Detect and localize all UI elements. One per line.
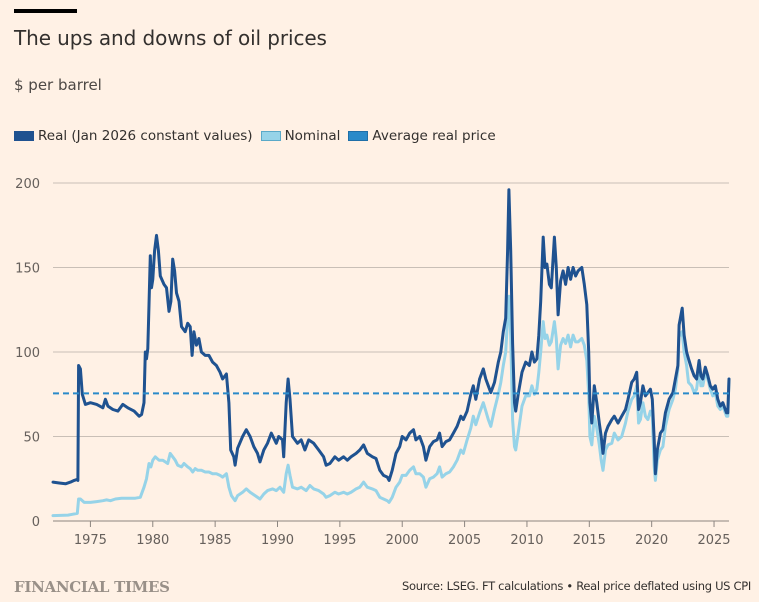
x-tick-label: 2025 [697, 533, 730, 548]
legend-item-average: Average real price [348, 128, 496, 144]
chart-subtitle: $ per barrel [14, 76, 102, 94]
ft-logo: FINANCIAL TIMES [14, 578, 170, 596]
y-tick-label: 0 [32, 515, 40, 530]
legend-item-nominal: Nominal [260, 128, 341, 144]
real-price-line [51, 188, 731, 486]
x-tick-label: 1995 [323, 533, 356, 548]
y-tick-label: 150 [15, 262, 40, 277]
x-tick-label: 1985 [199, 533, 232, 548]
y-tick-label: 100 [15, 346, 40, 361]
y-tick-label: 50 [23, 431, 40, 446]
legend-label-nominal: Nominal [284, 128, 341, 144]
x-tick-label: 2020 [635, 533, 668, 548]
chart-legend: Real (Jan 2026 constant values) Nominal … [14, 128, 504, 144]
brand-rule [14, 9, 77, 13]
x-tick-label: 1980 [136, 533, 169, 548]
legend-label-real: Real (Jan 2026 constant values) [38, 128, 253, 144]
chart-title: The ups and downs of oil prices [14, 26, 327, 50]
legend-item-real: Real (Jan 2026 constant values) [14, 128, 253, 144]
legend-swatch-real [14, 131, 34, 141]
legend-swatch-nominal [260, 131, 281, 141]
source-note: Source: LSEG. FT calculations • Real pri… [401, 579, 751, 593]
legend-swatch-average [348, 131, 369, 141]
x-tick-label: 2005 [448, 533, 481, 548]
x-axis: 1975 1980 1985 1990 1995 2000 2005 2010 2015 2020… [74, 521, 731, 548]
y-tick-label: 200 [15, 177, 40, 192]
nominal-price-line [51, 294, 731, 518]
legend-label-average: Average real price [372, 128, 496, 144]
x-tick-label: 2015 [573, 533, 606, 548]
x-tick-label: 2010 [510, 533, 543, 548]
x-tick-label: 1990 [261, 533, 294, 548]
series-lines [51, 188, 731, 518]
x-tick-label: 1975 [74, 533, 107, 548]
y-axis: 0 50 100 150 200 [15, 177, 40, 530]
x-tick-label: 2000 [386, 533, 419, 548]
